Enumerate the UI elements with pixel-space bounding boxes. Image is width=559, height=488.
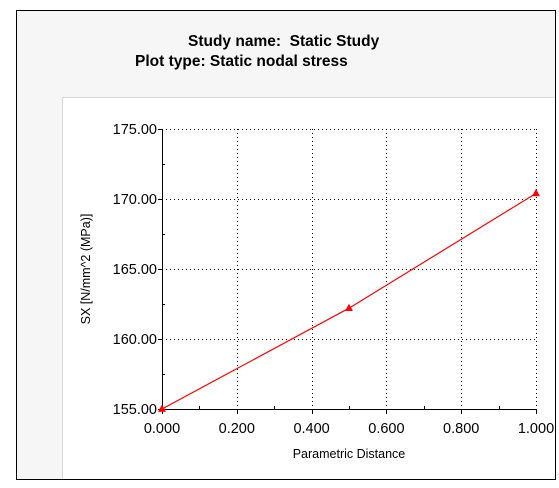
y-axis-title: SX [N/mm^2 (MPa)]	[79, 214, 93, 325]
series-line	[161, 192, 537, 410]
study-name-label: Study name: Static Study	[188, 33, 380, 50]
series-layer	[157, 188, 541, 412]
x-tick-label: 0.400	[293, 421, 329, 437]
data-point-marker	[157, 404, 167, 412]
y-tick-label: 175.00	[113, 122, 157, 138]
y-tick-label: 155.00	[113, 402, 157, 418]
x-axis-title: Parametric Distance	[293, 447, 406, 461]
grid	[162, 129, 537, 409]
plot-type-label: Plot type: Static nodal stress	[135, 53, 348, 70]
plot-panel	[62, 97, 555, 479]
tick-labels: 155.00 160.00 165.00 170.00 175.00 0.000 0.200…	[113, 122, 555, 437]
x-tick-label: 0.000	[144, 421, 180, 437]
axes	[158, 129, 537, 414]
y-tick-label: 160.00	[113, 332, 157, 348]
stress-line-chart: 155.00 160.00 165.00 170.00 175.00 0.000 0.200…	[79, 122, 555, 461]
plot-title: Study name: Static Study Plot type: Stat…	[17, 33, 555, 89]
x-tick-label: 0.800	[443, 421, 479, 437]
x-tick-label: 0.200	[219, 421, 255, 437]
data-point-marker	[344, 303, 354, 312]
plot-window: Study name: Static Study Plot type: Stat…	[16, 10, 556, 480]
x-tick-label: 1.000	[518, 421, 554, 437]
x-tick-label: 0.600	[368, 421, 404, 437]
y-tick-label: 165.00	[113, 262, 157, 278]
y-tick-label: 170.00	[113, 192, 157, 208]
data-point-marker	[531, 188, 541, 197]
